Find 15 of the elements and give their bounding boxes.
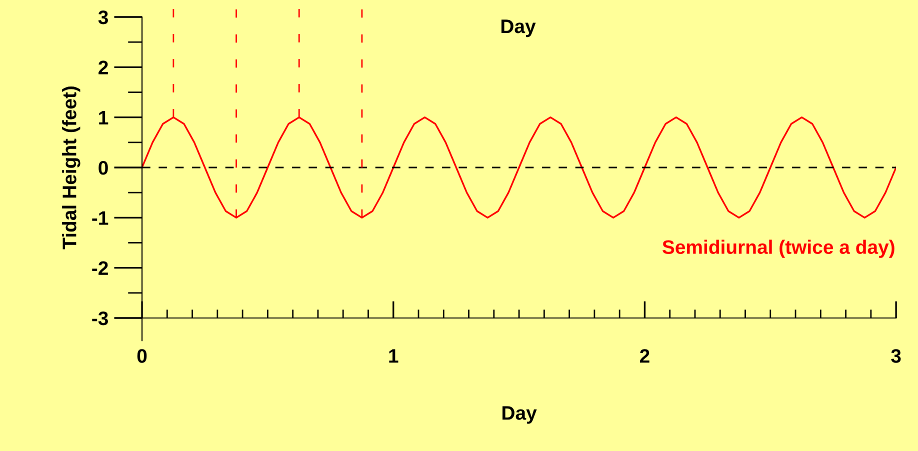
x-tick-label: 2 bbox=[640, 349, 650, 363]
x-axis-title: Day bbox=[502, 406, 537, 424]
y-tick-label: 1 bbox=[99, 111, 108, 124]
y-axis-title: Tidal Height (feet) bbox=[62, 86, 80, 250]
y-tick-label: -1 bbox=[92, 211, 108, 225]
annotation: Day bbox=[501, 20, 536, 38]
y-tick-label: 3 bbox=[98, 10, 108, 24]
x-tick-label: 1 bbox=[389, 349, 398, 363]
x-tick-label: 3 bbox=[891, 349, 901, 363]
annotation: Semidiurnal (twice a day) bbox=[662, 240, 894, 258]
y-tick-label: -2 bbox=[92, 261, 108, 275]
y-tick-label: 0 bbox=[98, 160, 108, 175]
y-tick-label: -3 bbox=[92, 311, 108, 326]
y-tick-label: 2 bbox=[98, 60, 108, 74]
x-tick-label: 0 bbox=[137, 349, 147, 363]
